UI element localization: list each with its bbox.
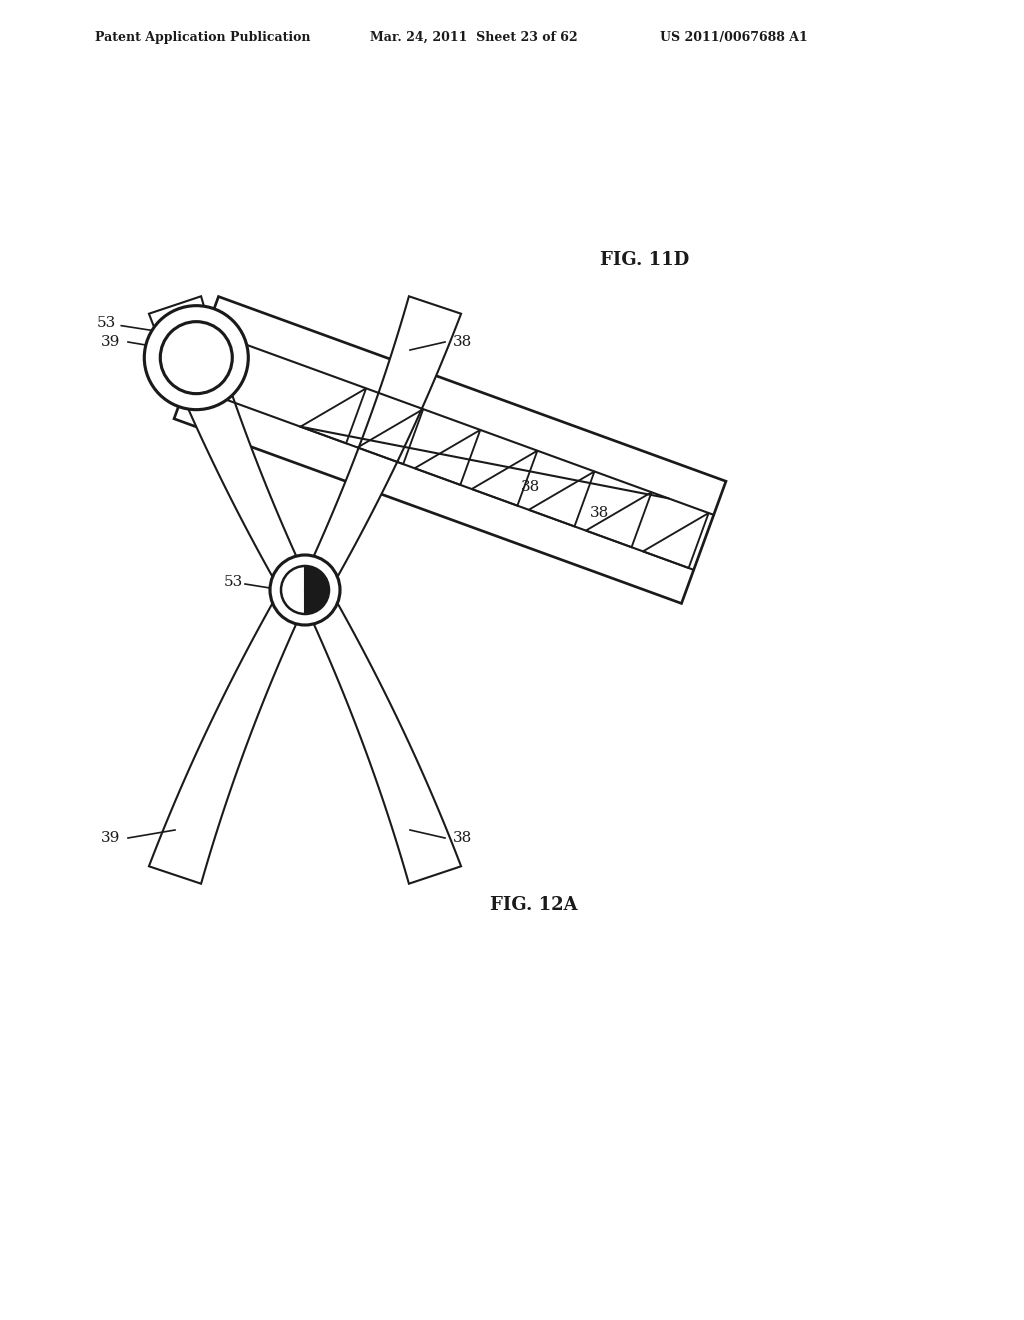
Text: FIG. 12A: FIG. 12A — [490, 896, 578, 913]
Circle shape — [144, 306, 248, 409]
Text: FIG. 11D: FIG. 11D — [600, 251, 689, 269]
Text: Mar. 24, 2011  Sheet 23 of 62: Mar. 24, 2011 Sheet 23 of 62 — [370, 30, 578, 44]
Polygon shape — [148, 601, 300, 883]
Polygon shape — [309, 601, 461, 883]
Wedge shape — [305, 566, 329, 614]
Polygon shape — [148, 296, 300, 578]
Text: 38: 38 — [521, 480, 541, 495]
Text: 53: 53 — [97, 315, 117, 330]
Text: 39: 39 — [100, 335, 120, 348]
Polygon shape — [309, 296, 461, 578]
Text: US 2011/0067688 A1: US 2011/0067688 A1 — [660, 30, 808, 44]
Text: 38: 38 — [453, 832, 472, 845]
Circle shape — [270, 554, 340, 624]
Text: 39: 39 — [100, 832, 120, 845]
Polygon shape — [174, 297, 726, 603]
Text: 53: 53 — [224, 576, 243, 589]
Text: 38: 38 — [590, 506, 609, 520]
Text: Patent Application Publication: Patent Application Publication — [95, 30, 310, 44]
Text: 38: 38 — [453, 335, 472, 348]
